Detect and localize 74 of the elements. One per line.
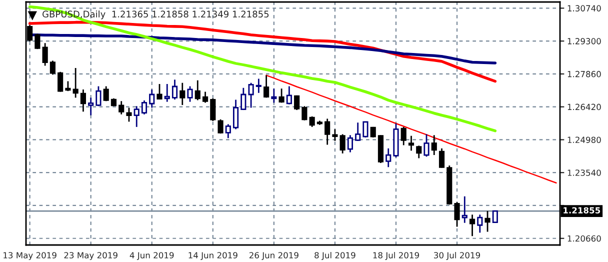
candlestick [88,97,94,116]
candlestick [408,135,414,152]
candlestick [469,214,476,237]
candlestick [103,86,109,102]
candlestick [302,105,308,121]
candlestick [355,122,361,142]
candlestick [248,82,254,108]
candlestick [225,123,231,139]
candlestick [164,83,170,102]
y-tick-label: 1.29300 [568,38,601,44]
candlestick [194,80,200,101]
candlestick [118,100,124,116]
candlestick [65,80,71,92]
candlestick [454,201,460,228]
candlestick [340,134,346,154]
candlestick [210,98,216,122]
candlestick [286,86,292,106]
line-series [266,74,557,184]
x-tick-label: 13 May 2019 [4,252,56,260]
candlestick [202,91,208,104]
y-tick-label: 1.23540 [568,170,601,176]
y-tick-label: 1.24980 [568,136,601,143]
candlestick [256,78,262,94]
candlestick [324,118,330,146]
candlestick [492,210,498,223]
y-tick-label: 1.27860 [568,70,601,78]
candlestick [134,105,140,128]
candlestick [58,71,64,92]
candlestick [332,128,338,142]
candlestick [416,144,422,159]
candlestick [156,83,162,100]
x-tick-label: 8 Jul 2019 [314,252,356,260]
candlestick [294,94,300,111]
candlestick [362,120,368,138]
candlestick [462,196,468,224]
candlestick [438,148,445,168]
y-tick-label: 1.30740 [568,5,601,12]
candlestick [34,33,40,50]
candlestick [141,100,148,116]
x-tick-label: 14 Jun 2019 [188,252,238,260]
candlestick [180,82,186,106]
candlestick [126,107,132,122]
ref-line-label: 1.21855 [564,207,600,214]
candlestick [187,86,193,102]
x-tick-label: 4 Jun 2019 [130,252,174,260]
candlestick [477,214,483,234]
candlestick [240,87,246,111]
candlestick [42,42,48,66]
x-tick-label: 26 Jun 2019 [249,252,298,260]
y-tick-label: 1.26420 [568,104,601,110]
line-series [28,20,497,83]
candlestick [218,118,224,134]
candlestick [50,60,56,76]
candlestick [264,74,270,98]
candlestick [424,134,430,158]
line-series [28,5,497,132]
candlestick [72,67,78,98]
candlestick [484,210,490,232]
y-tick-label: 1.20660 [568,235,601,242]
candlestick [278,88,284,104]
candlestick [232,99,239,130]
candlestick [347,134,354,153]
candlestick [172,78,178,100]
x-tick-label: 30 Jul 2019 [434,252,480,260]
candlestick [271,88,277,104]
candlestick [400,126,406,146]
candlestick [309,116,315,128]
candlestick [96,86,102,107]
candlestick [80,88,86,112]
candlestick [431,134,437,156]
x-tick-label: 18 Jul 2019 [373,252,419,260]
candlestick [386,148,392,168]
candlestick [149,88,155,108]
x-tick-label: 23 May 2019 [64,252,118,260]
